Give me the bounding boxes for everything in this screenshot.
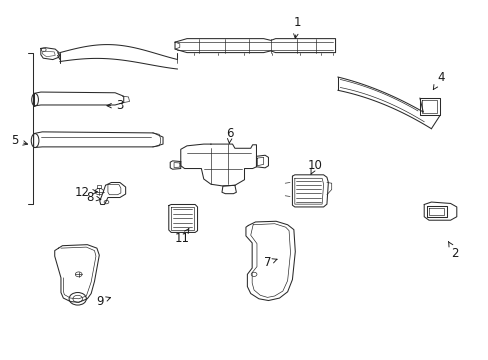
Text: 1: 1 xyxy=(293,17,300,39)
Text: 2: 2 xyxy=(447,242,458,260)
Text: 10: 10 xyxy=(307,158,322,174)
Text: 8: 8 xyxy=(86,191,101,204)
Text: 12: 12 xyxy=(75,186,97,199)
Text: 3: 3 xyxy=(107,99,123,112)
Text: 5: 5 xyxy=(11,134,27,147)
Text: 11: 11 xyxy=(174,229,189,245)
Text: 9: 9 xyxy=(96,295,110,308)
Text: 6: 6 xyxy=(226,127,233,143)
Text: 7: 7 xyxy=(263,256,277,269)
Text: 4: 4 xyxy=(432,71,444,90)
